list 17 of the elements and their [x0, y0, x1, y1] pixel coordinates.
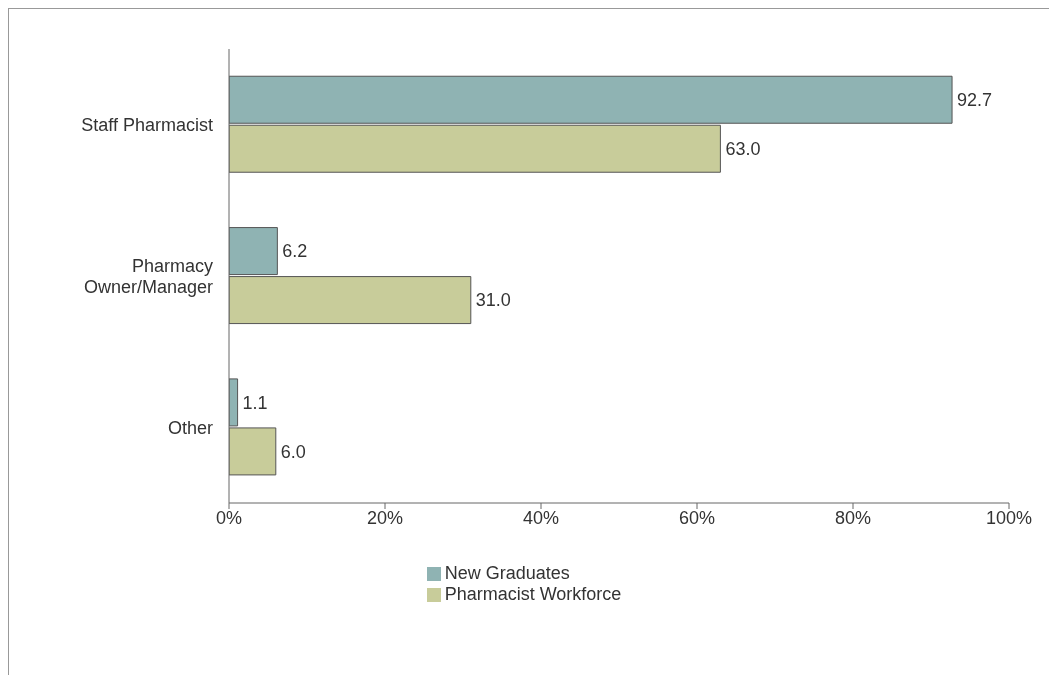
- data-label: 63.0: [725, 139, 761, 160]
- x-tick-label: 0%: [215, 507, 243, 528]
- y-tick-label: Staff Pharmacist: [81, 114, 213, 135]
- x-tick-label: 40%: [522, 507, 560, 528]
- data-label: 31.0: [475, 290, 511, 311]
- y-tick-label: Pharmacy Owner/Manager: [83, 255, 213, 298]
- legend-label: New Graduates: [444, 563, 570, 583]
- x-tick-label: 80%: [834, 507, 872, 528]
- data-label: 6.0: [280, 441, 306, 462]
- x-tick-label: 60%: [678, 507, 716, 528]
- y-tick-label: Other: [167, 417, 213, 438]
- data-label: 92.7: [957, 90, 993, 111]
- data-label: 1.1: [242, 392, 268, 413]
- data-label: 6.2: [282, 241, 308, 262]
- legend-label: Pharmacist Workforce: [444, 584, 622, 604]
- x-tick-label: 100%: [985, 507, 1033, 528]
- x-tick-label: 20%: [366, 507, 404, 528]
